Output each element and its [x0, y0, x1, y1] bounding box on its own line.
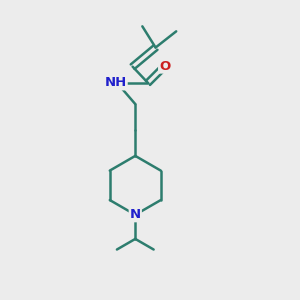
- Text: N: N: [130, 208, 141, 221]
- Text: O: O: [159, 60, 170, 73]
- Text: NH: NH: [104, 76, 127, 89]
